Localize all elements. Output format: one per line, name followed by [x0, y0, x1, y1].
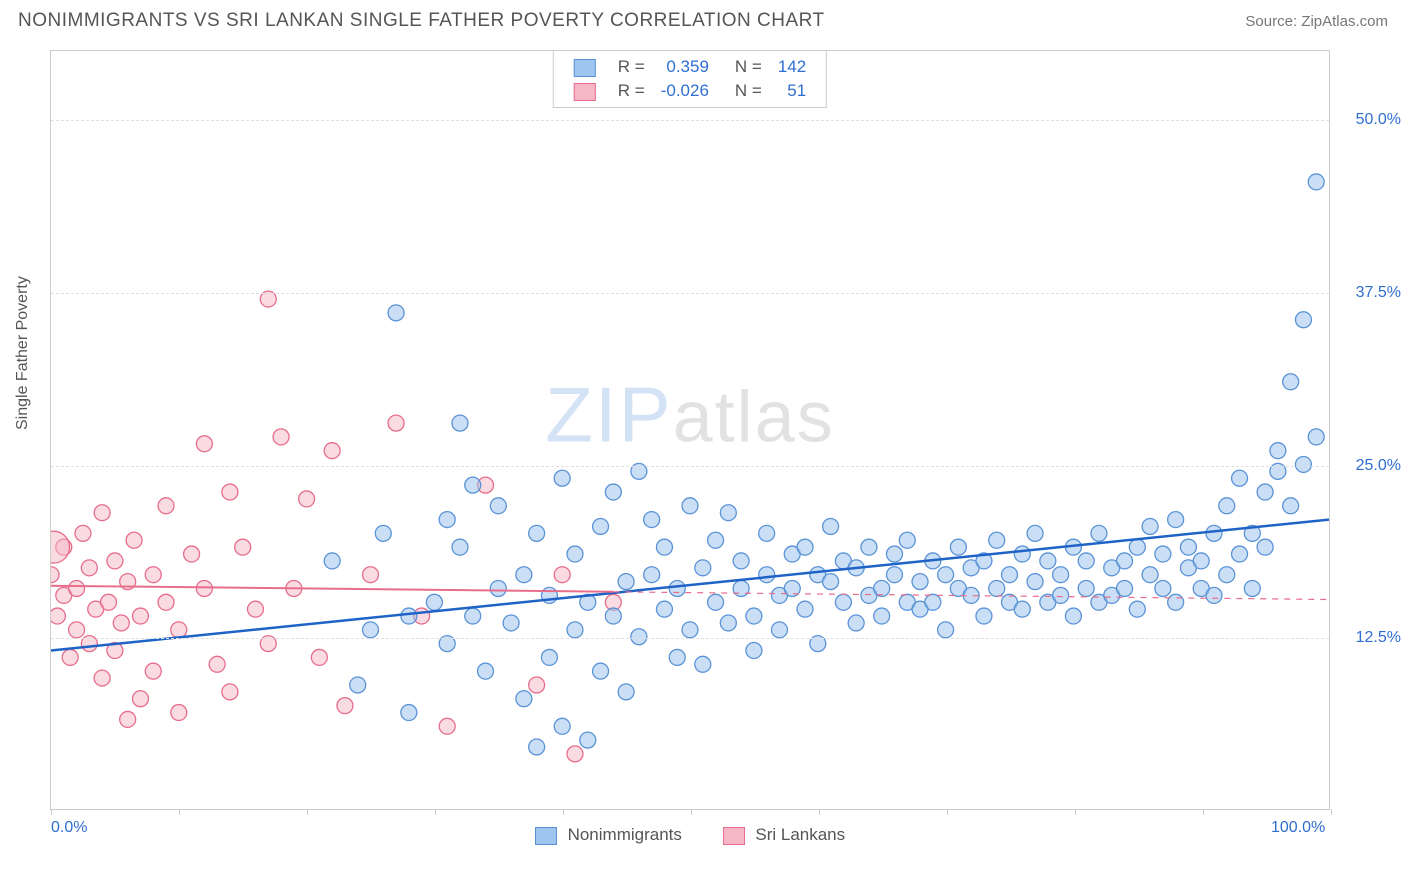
- plot-svg: [51, 51, 1329, 809]
- y-tick-label: 50.0%: [1356, 111, 1401, 129]
- y-axis-label: Single Father Poverty: [14, 276, 32, 430]
- y-tick-label: 25.0%: [1356, 457, 1401, 475]
- swatch-pink: [574, 83, 596, 101]
- correlation-legend: R = 0.359 N = 142 R = -0.026 N = 51: [553, 50, 827, 108]
- swatch-pink-icon: [723, 827, 745, 845]
- swatch-blue: [574, 59, 596, 77]
- series-legend: Nonimmigrants Sri Lankans: [51, 825, 1329, 845]
- legend-row-blue: R = 0.359 N = 142: [566, 55, 814, 79]
- x-tick-label: 0.0%: [51, 819, 87, 837]
- source-attribution: Source: ZipAtlas.com: [1245, 13, 1388, 30]
- n-value-pink: 51: [770, 79, 814, 103]
- n-value-blue: 142: [770, 55, 814, 79]
- x-tick-label: 100.0%: [1271, 819, 1325, 837]
- chart-area: ZIPatlas R = 0.359 N = 142 R = -0.026 N …: [50, 50, 1330, 810]
- y-tick-label: 37.5%: [1356, 284, 1401, 302]
- r-value-pink: -0.026: [653, 79, 717, 103]
- legend-row-pink: R = -0.026 N = 51: [566, 79, 814, 103]
- chart-title: NONIMMIGRANTS VS SRI LANKAN SINGLE FATHE…: [18, 10, 825, 32]
- swatch-blue-icon: [535, 827, 557, 845]
- y-tick-label: 12.5%: [1356, 629, 1401, 647]
- r-value-blue: 0.359: [653, 55, 717, 79]
